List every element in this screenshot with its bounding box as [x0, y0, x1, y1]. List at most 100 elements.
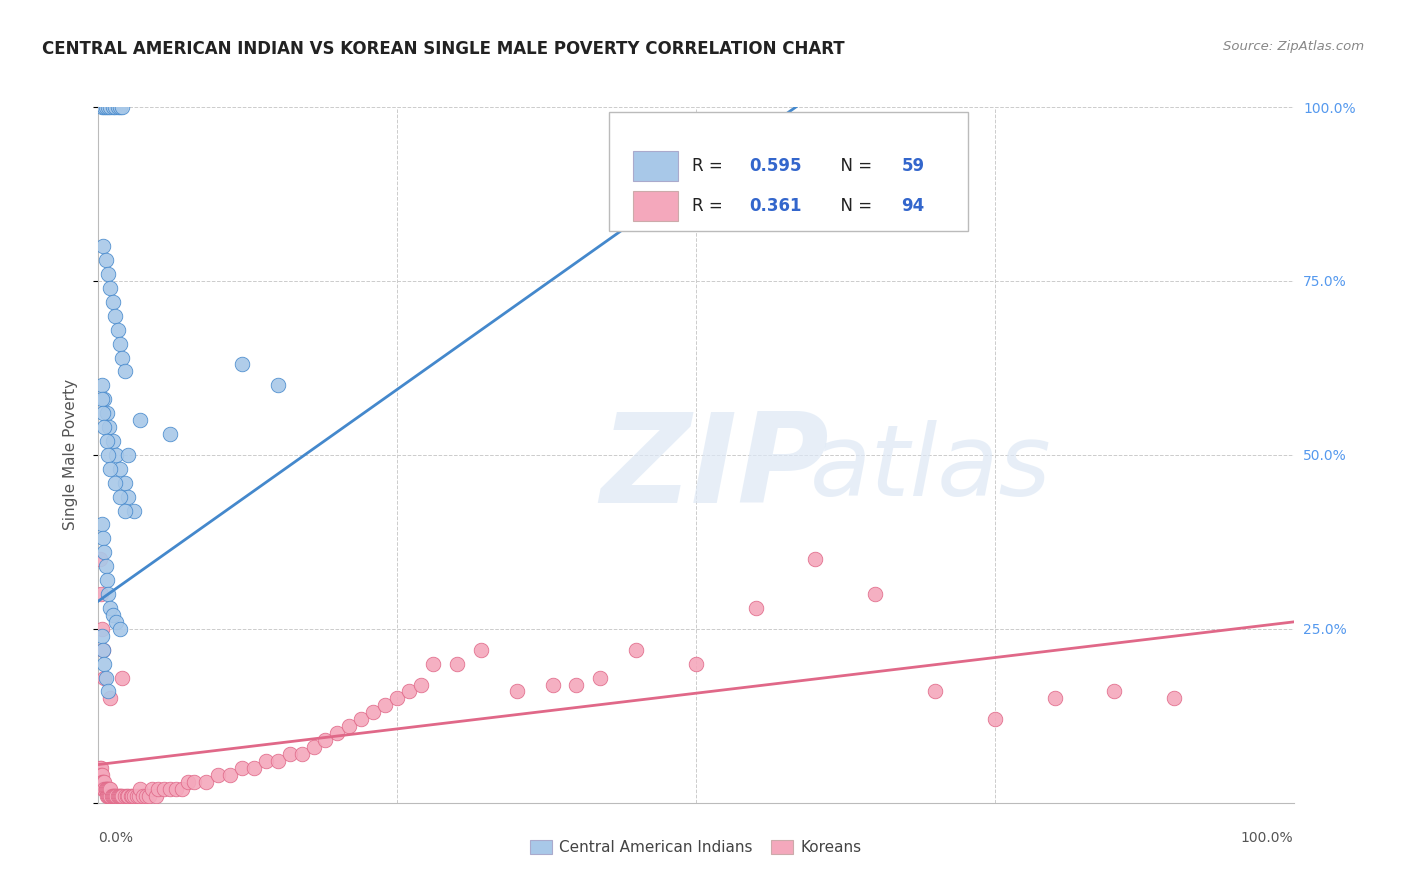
Point — [114, 364, 136, 378]
Point — [121, 789, 143, 803]
Point — [98, 691, 122, 706]
Point — [107, 789, 129, 803]
Y-axis label: Single Male Poverty: Single Male Poverty — [63, 379, 77, 531]
Point — [135, 789, 157, 803]
Point — [97, 448, 120, 462]
Point — [131, 789, 153, 803]
Point — [108, 622, 131, 636]
Point — [350, 712, 373, 726]
Text: CENTRAL AMERICAN INDIAN VS KOREAN SINGLE MALE POVERTY CORRELATION CHART: CENTRAL AMERICAN INDIAN VS KOREAN SINGLE… — [42, 40, 845, 58]
Point — [128, 789, 150, 803]
Point — [96, 434, 118, 448]
Point — [385, 691, 409, 706]
Point — [114, 503, 136, 517]
Point — [207, 768, 229, 782]
Point — [117, 490, 139, 504]
Point — [108, 789, 131, 803]
Point — [804, 552, 827, 566]
Point — [291, 747, 314, 761]
Point — [267, 378, 290, 392]
Point — [101, 100, 124, 114]
Point — [984, 712, 1007, 726]
Point — [470, 642, 492, 657]
Text: 94: 94 — [901, 196, 925, 215]
Point — [89, 761, 111, 775]
Point — [107, 323, 129, 337]
Point — [98, 781, 121, 796]
Point — [315, 733, 337, 747]
Point — [278, 747, 301, 761]
Point — [97, 781, 120, 796]
Point — [89, 775, 111, 789]
Point — [97, 267, 120, 281]
Point — [94, 781, 117, 796]
Point — [589, 671, 612, 685]
Point — [363, 706, 385, 720]
Point — [98, 100, 122, 114]
Point — [108, 490, 131, 504]
Text: ZIP: ZIP — [600, 409, 830, 529]
FancyBboxPatch shape — [633, 191, 678, 220]
Point — [172, 781, 194, 796]
Text: 100.0%: 100.0% — [1241, 830, 1294, 845]
Point — [685, 657, 707, 671]
Point — [98, 281, 122, 295]
Point — [115, 789, 138, 803]
Point — [865, 587, 887, 601]
Point — [1043, 691, 1066, 706]
Point — [177, 775, 200, 789]
Point — [104, 100, 127, 114]
Point — [138, 789, 160, 803]
Point — [231, 358, 253, 372]
Point — [267, 754, 290, 768]
Point — [110, 789, 132, 803]
Point — [91, 768, 114, 782]
Point — [117, 789, 139, 803]
Point — [91, 781, 114, 796]
Point — [97, 684, 120, 698]
Point — [159, 781, 181, 796]
Point — [124, 503, 146, 517]
Point — [94, 559, 117, 574]
Point — [231, 761, 253, 775]
FancyBboxPatch shape — [633, 151, 678, 181]
Point — [89, 552, 111, 566]
Point — [94, 671, 117, 685]
Point — [339, 719, 361, 733]
Point — [96, 781, 118, 796]
Point — [148, 781, 170, 796]
Point — [565, 677, 588, 691]
Point — [105, 789, 128, 803]
Point — [125, 789, 148, 803]
Point — [541, 677, 564, 691]
Point — [90, 761, 112, 775]
Point — [302, 740, 325, 755]
Point — [145, 789, 167, 803]
Point — [104, 475, 127, 490]
Point — [91, 239, 114, 253]
Text: Source: ZipAtlas.com: Source: ZipAtlas.com — [1223, 40, 1364, 54]
Point — [98, 601, 122, 615]
Point — [111, 671, 134, 685]
Point — [91, 629, 114, 643]
Point — [91, 100, 114, 114]
Point — [91, 406, 114, 420]
Point — [93, 545, 115, 559]
Point — [129, 413, 152, 427]
Point — [101, 434, 124, 448]
Point — [195, 775, 218, 789]
Point — [411, 677, 433, 691]
Point — [254, 754, 277, 768]
Point — [422, 657, 444, 671]
Point — [91, 642, 114, 657]
Point — [91, 622, 114, 636]
Point — [94, 781, 117, 796]
Point — [93, 671, 115, 685]
Point — [129, 781, 152, 796]
Point — [243, 761, 266, 775]
Point — [101, 607, 124, 622]
Point — [153, 781, 176, 796]
Point — [97, 587, 120, 601]
Point — [1163, 691, 1185, 706]
Point — [374, 698, 396, 713]
